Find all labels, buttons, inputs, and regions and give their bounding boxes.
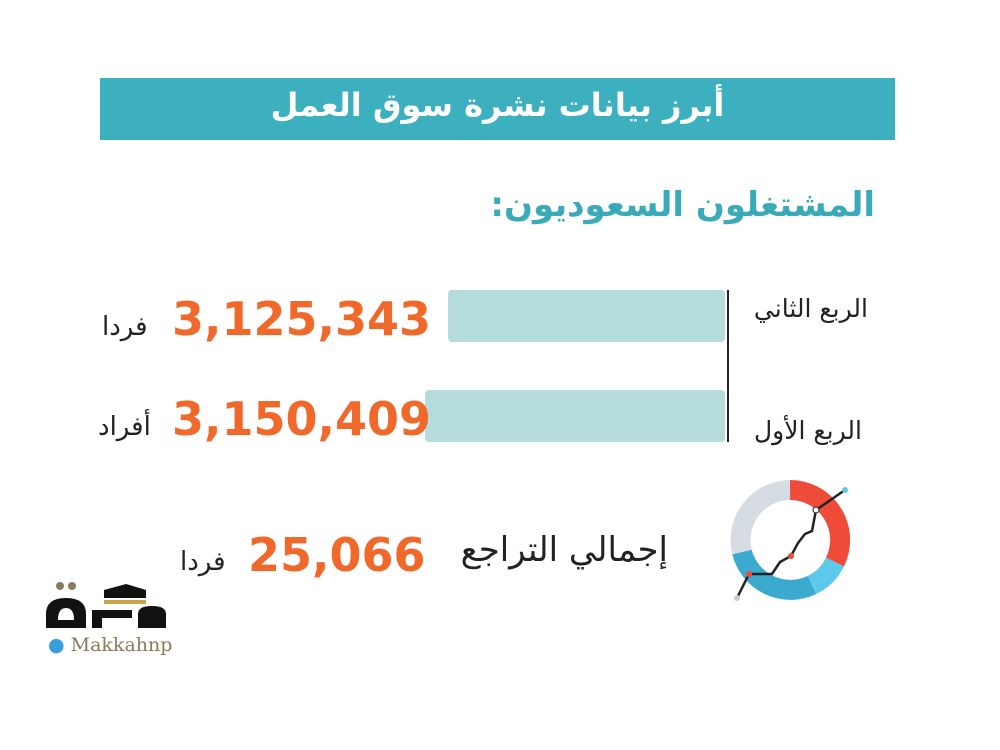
value-label-q2: 3,125,343 bbox=[172, 292, 431, 346]
category-label-q1: الربع الأول bbox=[753, 416, 862, 445]
twitter-bird-icon: ● bbox=[48, 634, 65, 656]
section-subtitle: المشتغلون السعوديون: bbox=[490, 185, 875, 225]
bar-q1 bbox=[425, 390, 725, 442]
bar-q2 bbox=[448, 290, 725, 342]
logo-handle-text: Makkahnp bbox=[70, 634, 173, 656]
makkah-logo bbox=[46, 582, 166, 628]
total-unit: فردا bbox=[180, 547, 226, 577]
unit-q2: فردا bbox=[102, 312, 148, 342]
total-label: إجمالي التراجع bbox=[460, 530, 668, 570]
total-value: 25,066 bbox=[248, 528, 426, 582]
axis-line bbox=[727, 290, 729, 442]
unit-q1: أفراد bbox=[98, 412, 151, 442]
donut-trend-icon bbox=[730, 479, 851, 601]
logo-handle: ● Makkahnp bbox=[48, 634, 172, 656]
category-label-q2: الربع الثاني bbox=[753, 294, 868, 323]
banner-title: أبرز بيانات نشرة سوق العمل bbox=[270, 86, 725, 124]
title-banner: أبرز بيانات نشرة سوق العمل bbox=[100, 78, 895, 140]
value-label-q1: 3,150,409 bbox=[172, 392, 431, 446]
